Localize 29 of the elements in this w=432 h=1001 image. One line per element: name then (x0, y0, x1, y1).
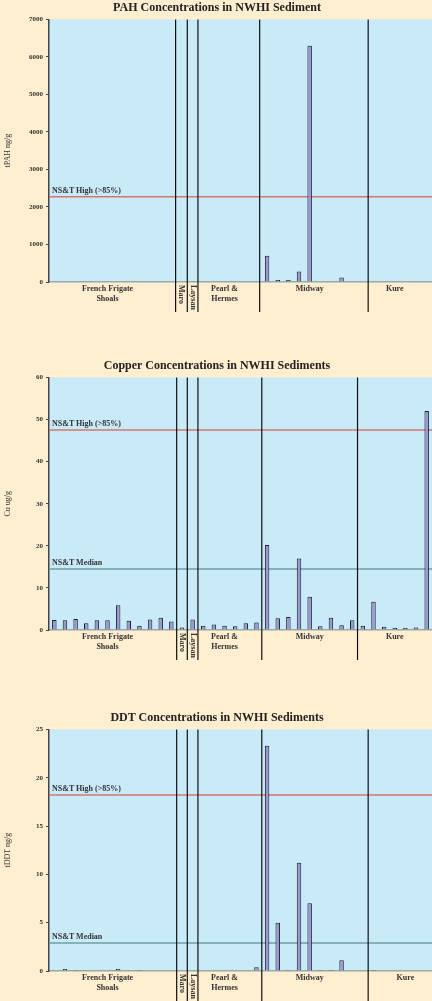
x-tick-label: Maro (177, 285, 187, 304)
y-axis-title: tPAH ng/g (2, 133, 12, 168)
x-tick-label: French Frigate Shoals (81, 284, 134, 304)
chart-title: DDT Concentrations in NWHI Sediments (110, 710, 324, 725)
x-tick-label: Pearl & Hermes (211, 973, 239, 993)
chart-title: PAH Concentrations in NWHI Sediment (113, 0, 321, 15)
ref-line-label: NS&T Median (52, 558, 103, 568)
x-tick-label: Maro (177, 974, 187, 993)
x-tick-label: Midway (295, 284, 324, 294)
x-tick-label: Laysan (188, 974, 198, 1000)
y-axis-title: Cu ug/g (2, 490, 12, 517)
x-tick-label: Laysan (188, 285, 198, 311)
x-tick-label: Pearl & Hermes (211, 632, 239, 652)
x-tick-label: Midway (295, 632, 324, 642)
y-axis-title: tDDT ng/g (2, 832, 12, 868)
x-tick-label: French Frigate Shoals (81, 632, 134, 652)
x-tick-label: Midway (295, 973, 324, 983)
ref-line-label: NS&T High (>85%) (52, 784, 122, 794)
x-tick-label: Kure (385, 632, 405, 642)
x-tick-label: Kure (396, 973, 415, 983)
ref-line-label: NS&T High (>85%) (52, 419, 122, 429)
x-tick-label: Pearl & Hermes (211, 284, 239, 304)
x-tick-label: Kure (385, 284, 405, 294)
x-tick-label: Maro (177, 633, 187, 652)
x-tick-label: Laysan (188, 633, 198, 659)
ref-line-label: NS&T Median (52, 932, 103, 942)
chart-title: Copper Concentrations in NWHI Sediments (103, 358, 331, 373)
x-tick-label: French Frigate Shoals (81, 973, 134, 993)
ref-line-label: NS&T High (>85%) (52, 185, 122, 195)
